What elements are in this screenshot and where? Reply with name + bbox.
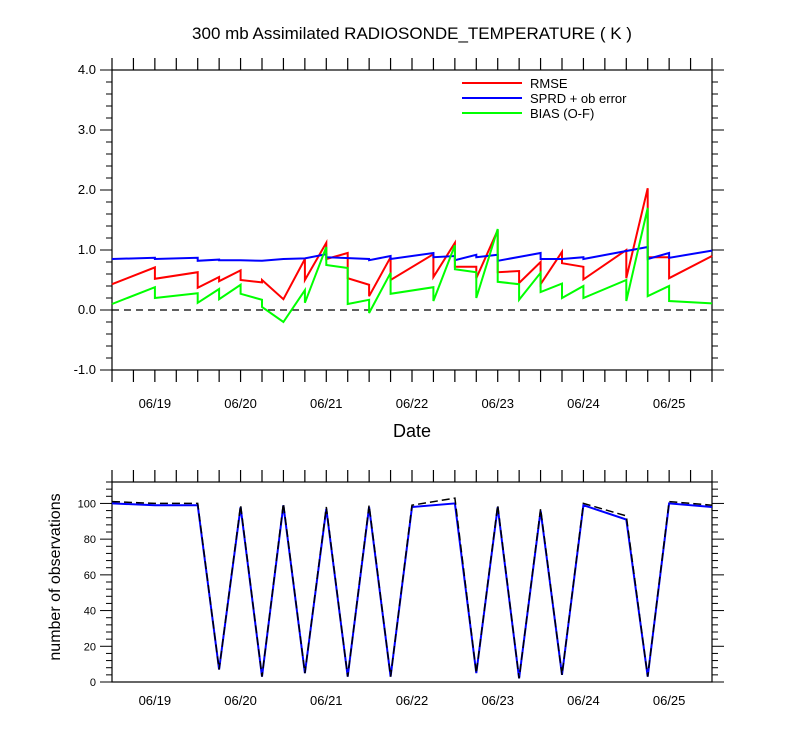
plot-area-1: 0 20 40 60 80 100 06/19 06/20 06/21 06/22 06/23 06/…: [78, 470, 724, 708]
y-tick-label: -1.0: [74, 362, 96, 377]
x-tick-label: 06/23: [481, 693, 514, 708]
series-line-rmse: [111, 187, 713, 301]
y-tick-label: 3.0: [78, 122, 96, 137]
series-line-solid: [111, 502, 713, 679]
y-tick-label: 40: [84, 606, 96, 618]
y-tick-label: 4.0: [78, 62, 96, 77]
x-axis-label: Date: [393, 421, 431, 441]
chart-title: 300 mb Assimilated RADIOSONDE_TEMPERATUR…: [192, 24, 632, 43]
legend-label: BIAS (O-F): [530, 106, 594, 121]
x-tick-label: 06/20: [224, 396, 257, 411]
y-tick-label: 60: [84, 570, 96, 582]
x-tick-label: 06/21: [310, 396, 343, 411]
y-tick-label: 20: [84, 641, 96, 653]
series-line-dashed: [111, 497, 713, 679]
y-tick-label: 80: [84, 534, 96, 546]
legend-label: SPRD + ob error: [530, 91, 627, 106]
x-tick-label: 06/25: [653, 693, 686, 708]
y-axis-label: number of observations: [47, 493, 64, 660]
bottom-panel: number of observations 0 20 40 60 80 100 06/19…: [47, 470, 724, 708]
y-tick-label: 2.0: [78, 182, 96, 197]
plot-frame: [111, 69, 713, 371]
x-tick-label: 06/24: [567, 396, 600, 411]
x-tick-label: 06/19: [139, 693, 172, 708]
legend-label: RMSE: [530, 76, 568, 91]
series-line-sprd-ob-error: [111, 245, 713, 262]
y-tick-label: 1.0: [78, 242, 96, 257]
top-panel: 300 mb Assimilated RADIOSONDE_TEMPERATUR…: [74, 24, 724, 441]
x-tick-label: 06/21: [310, 693, 343, 708]
plot-area-0: -1.0 0.0 1.0 2.0 3.0 4.0 06/19 06/20 06/21 06/22 0…: [74, 58, 724, 411]
x-tick-label: 06/22: [396, 693, 429, 708]
x-tick-label: 06/20: [224, 693, 257, 708]
y-tick-label: 100: [78, 498, 96, 510]
y-tick-label: 0.0: [78, 302, 96, 317]
series-line-bias-o-f: [111, 207, 713, 324]
x-tick-label: 06/23: [481, 396, 514, 411]
x-tick-label: 06/22: [396, 396, 429, 411]
x-tick-label: 06/19: [139, 396, 172, 411]
x-tick-label: 06/24: [567, 693, 600, 708]
y-tick-label: 0: [90, 677, 96, 689]
x-tick-label: 06/25: [653, 396, 686, 411]
